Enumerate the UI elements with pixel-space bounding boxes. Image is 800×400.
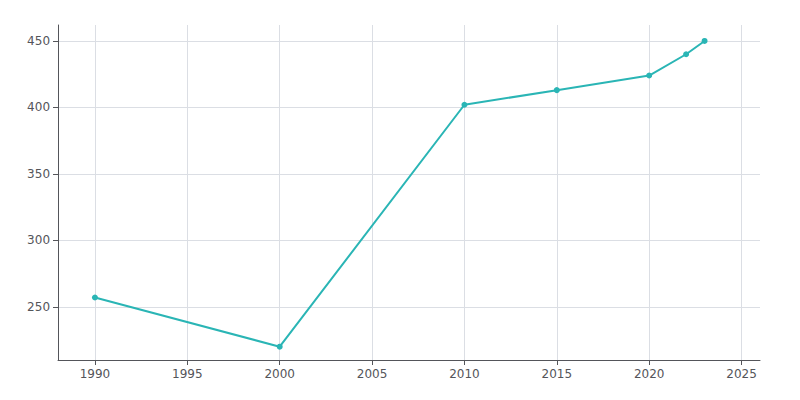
svg-text:2015: 2015 bbox=[542, 367, 573, 381]
svg-text:2020: 2020 bbox=[634, 367, 665, 381]
svg-text:250: 250 bbox=[27, 300, 50, 314]
svg-text:350: 350 bbox=[27, 167, 50, 181]
svg-text:2025: 2025 bbox=[726, 367, 757, 381]
svg-text:1995: 1995 bbox=[172, 367, 203, 381]
svg-text:300: 300 bbox=[27, 233, 50, 247]
svg-text:2000: 2000 bbox=[264, 367, 295, 381]
svg-text:2010: 2010 bbox=[449, 367, 480, 381]
svg-text:450: 450 bbox=[27, 34, 50, 48]
svg-text:1990: 1990 bbox=[80, 367, 111, 381]
svg-text:400: 400 bbox=[27, 100, 50, 114]
svg-text:2005: 2005 bbox=[357, 367, 388, 381]
